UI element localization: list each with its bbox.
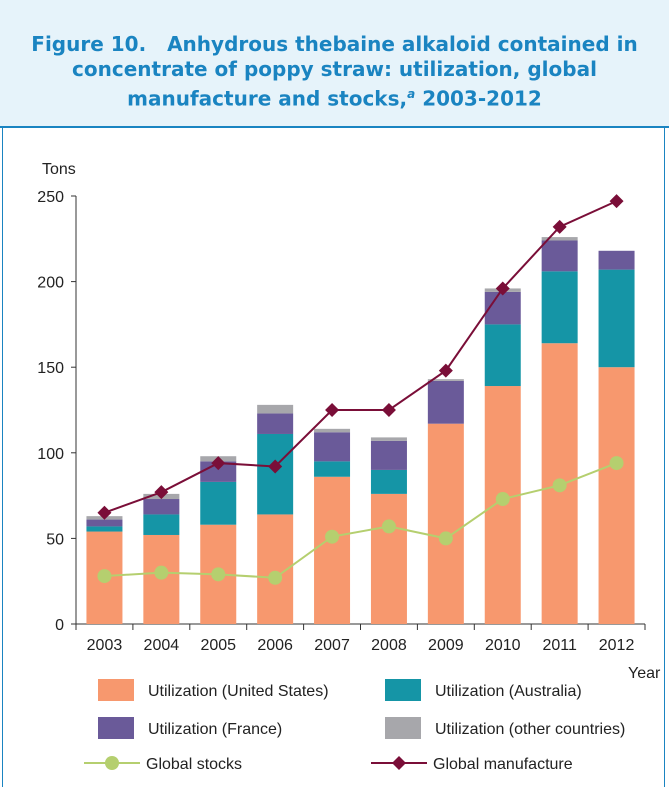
point-manufacture-2006 <box>268 459 283 474</box>
point-stocks-2010 <box>495 492 510 507</box>
figure-title-text: Anhydrous thebaine alkaloid contained in… <box>72 32 638 111</box>
y-tick-label: 250 <box>37 189 64 206</box>
x-tick-label: 2008 <box>371 637 407 654</box>
bar-australia-2004 <box>143 514 180 535</box>
legend-label-stocks: Global stocks <box>146 756 242 773</box>
line-stocks <box>104 462 617 579</box>
y-axis-title: Tons <box>42 161 76 178</box>
point-manufacture-2004 <box>154 485 169 500</box>
point-manufacture-2010 <box>495 281 510 296</box>
figure-label: Figure 10. <box>31 32 147 56</box>
bar-france-2007 <box>314 432 351 462</box>
point-stocks-2006 <box>268 570 283 585</box>
bars <box>86 237 635 624</box>
legend-label-other: Utilization (other countries) <box>435 721 625 738</box>
bar-australia-2007 <box>314 461 351 477</box>
point-stocks-2007 <box>325 529 340 544</box>
figure-frame <box>2 128 665 787</box>
bar-france-2006 <box>257 413 294 434</box>
footnote-marker: a <box>407 87 416 101</box>
line-manufacture <box>104 200 617 514</box>
x-tick-label: 2006 <box>257 637 293 654</box>
point-stocks-2012 <box>609 456 624 471</box>
point-manufacture-2003 <box>97 505 112 520</box>
bar-us-2012 <box>598 367 635 624</box>
point-stocks-2011 <box>552 478 567 493</box>
point-manufacture-2012 <box>609 194 624 209</box>
lines <box>97 194 624 585</box>
bar-france-2009 <box>427 380 464 424</box>
x-tick-label: 2010 <box>485 637 521 654</box>
x-tick-label: 2012 <box>599 637 635 654</box>
bar-other-2007 <box>314 428 351 433</box>
chart-title: Figure 10. Anhydrous thebaine alkaloid c… <box>20 32 649 112</box>
legend-label-australia: Utilization (Australia) <box>435 683 582 700</box>
bar-australia-2008 <box>370 469 407 494</box>
bar-france-2008 <box>370 440 407 470</box>
legend-label-france: Utilization (France) <box>148 721 282 738</box>
bar-australia-2010 <box>484 324 521 387</box>
bar-us-2007 <box>314 476 351 624</box>
bar-other-2009 <box>427 379 464 381</box>
y-tick-label: 200 <box>37 275 64 292</box>
bar-france-2011 <box>541 240 578 272</box>
bar-france-2003 <box>86 519 123 527</box>
x-tick-label: 2009 <box>428 637 464 654</box>
bar-other-2011 <box>541 237 578 241</box>
title-rule <box>0 126 669 128</box>
legend-marker-stocks <box>105 756 119 770</box>
bar-australia-2006 <box>257 433 294 515</box>
legend-swatch-other <box>385 717 421 739</box>
x-tick-label: 2011 <box>542 637 577 654</box>
x-tick-label: 2005 <box>200 637 236 654</box>
point-manufacture-2007 <box>325 403 340 417</box>
x-tick-label: 2007 <box>314 637 350 654</box>
legend-marker-manufacture <box>392 756 406 770</box>
bar-france-2010 <box>484 291 521 325</box>
bar-other-2008 <box>370 437 407 441</box>
bar-france-2012 <box>598 250 635 270</box>
x-tick-label: 2003 <box>87 637 123 654</box>
point-manufacture-2009 <box>438 363 453 378</box>
legend-label-us: Utilization (United States) <box>148 683 329 700</box>
legend: Utilization (United States) Utilization (… <box>84 679 625 773</box>
bar-france-2004 <box>143 499 180 515</box>
bar-us-2008 <box>370 493 407 624</box>
bar-australia-2011 <box>541 271 578 344</box>
y-tick-label: 150 <box>37 360 64 377</box>
x-axis-title: Year <box>628 665 661 682</box>
bar-other-2006 <box>257 404 294 414</box>
point-stocks-2009 <box>438 531 453 546</box>
point-stocks-2008 <box>381 519 396 534</box>
point-stocks-2003 <box>97 569 112 584</box>
point-stocks-2005 <box>211 567 226 582</box>
legend-swatch-france <box>98 717 134 739</box>
legend-swatch-us <box>98 679 134 701</box>
bar-france-2005 <box>200 461 237 482</box>
y-tick-label: 0 <box>55 617 64 634</box>
x-tick-label: 2004 <box>144 637 180 654</box>
legend-swatch-australia <box>385 679 421 701</box>
bar-australia-2003 <box>86 526 123 532</box>
point-manufacture-2011 <box>552 219 567 234</box>
figure-title-years: 2003-2012 <box>422 86 542 111</box>
bar-australia-2012 <box>598 269 635 368</box>
point-manufacture-2005 <box>211 456 226 471</box>
y-tick-label: 100 <box>37 446 64 463</box>
y-tick-label: 50 <box>46 531 64 548</box>
legend-label-manufacture: Global manufacture <box>433 756 573 773</box>
axes: 0 50 100 150 200 250 2003 2004 2005 2006 2007 2008 2… <box>37 161 661 682</box>
bar-australia-2005 <box>200 481 237 525</box>
title-panel: Figure 10. Anhydrous thebaine alkaloid c… <box>0 0 669 126</box>
point-manufacture-2008 <box>381 403 396 417</box>
point-stocks-2004 <box>154 565 169 580</box>
bar-us-2009 <box>427 423 464 624</box>
